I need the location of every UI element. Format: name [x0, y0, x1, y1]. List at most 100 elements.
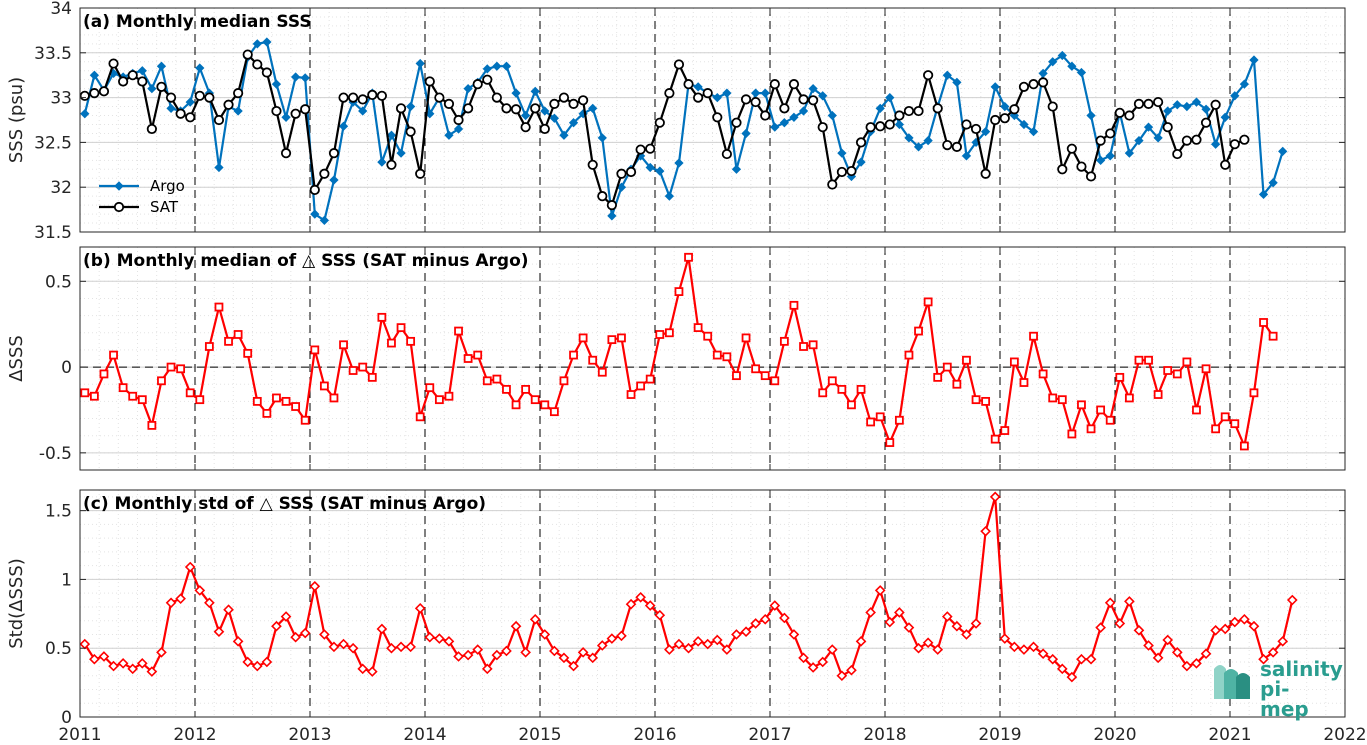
data-point — [291, 402, 301, 411]
data-point — [1047, 101, 1058, 112]
data-point — [636, 381, 646, 391]
data-point — [1239, 441, 1249, 451]
data-point — [722, 88, 732, 98]
data-point — [607, 211, 617, 221]
data-point — [1133, 98, 1145, 109]
data-point — [213, 626, 225, 638]
data-point — [1259, 318, 1268, 327]
data-point — [136, 658, 148, 669]
x-tick-label: 2015 — [518, 725, 561, 745]
data-point — [760, 371, 770, 381]
data-point — [376, 90, 387, 101]
data-point — [223, 99, 234, 110]
data-point — [185, 388, 195, 398]
data-point — [462, 649, 474, 661]
data-point — [539, 123, 550, 135]
data-point — [137, 66, 147, 76]
data-point — [568, 118, 579, 128]
data-point — [673, 59, 685, 70]
data-point — [1258, 189, 1269, 199]
data-point — [272, 393, 281, 403]
data-point — [923, 135, 933, 146]
data-point — [874, 585, 886, 596]
data-point — [520, 122, 531, 133]
x-tick-label: 2017 — [748, 725, 791, 745]
data-point — [875, 412, 885, 422]
data-point — [865, 607, 876, 618]
data-point — [1029, 331, 1038, 341]
data-point — [195, 395, 205, 405]
data-point — [855, 636, 867, 647]
data-point — [674, 158, 684, 168]
logo-line2: pi-mep — [1260, 677, 1309, 721]
data-point — [1018, 644, 1030, 655]
y-tick-label: 34 — [50, 0, 72, 19]
legend-marker-sat — [113, 201, 125, 213]
data-point — [626, 390, 636, 399]
data-point — [157, 376, 166, 386]
data-point — [300, 415, 310, 425]
data-point — [1162, 122, 1173, 133]
data-point — [549, 407, 559, 417]
data-point — [358, 362, 368, 372]
legend-label-argo: Argo — [150, 177, 185, 195]
data-point — [999, 633, 1011, 644]
data-point — [837, 148, 847, 158]
data-point — [1230, 91, 1240, 101]
y-axis-label: SSS (psu) — [6, 77, 27, 163]
data-point — [386, 159, 397, 170]
data-point — [1229, 139, 1240, 150]
data-point — [166, 103, 176, 113]
data-point — [137, 76, 148, 87]
data-point — [769, 79, 780, 90]
data-point — [1200, 648, 1212, 660]
data-point — [702, 88, 713, 99]
data-point — [597, 367, 607, 377]
data-point — [319, 168, 330, 179]
data-point — [644, 600, 656, 611]
panel-b: -0.5 0 0.5 (b) Monthly median of △ SSS (SAT… — [6, 246, 1346, 471]
data-point — [347, 642, 359, 654]
data-point — [1143, 640, 1154, 651]
data-point — [463, 354, 473, 363]
data-point — [80, 388, 90, 398]
data-point — [770, 122, 780, 132]
data-point — [367, 89, 378, 101]
data-point — [387, 338, 396, 348]
x-tick-label: 2018 — [863, 725, 906, 745]
data-point — [559, 376, 569, 386]
data-point — [875, 103, 885, 113]
data-point — [147, 84, 157, 94]
data-point — [98, 651, 110, 662]
data-point — [951, 620, 963, 632]
data-point — [309, 184, 320, 195]
data-point — [194, 90, 205, 101]
data-point — [894, 415, 904, 425]
data-point — [243, 348, 253, 358]
data-point — [1124, 110, 1135, 121]
y-tick-label: 0.5 — [45, 272, 72, 292]
data-point — [683, 642, 694, 654]
data-point — [1153, 133, 1163, 143]
data-point — [884, 119, 895, 130]
data-point — [252, 39, 262, 49]
legend: Argo SAT — [99, 177, 185, 216]
axes-box — [79, 7, 1346, 233]
legend-label-sat: SAT — [150, 198, 179, 216]
data-point — [769, 600, 781, 611]
data-point — [242, 656, 254, 668]
data-point — [693, 82, 703, 92]
data-point — [1124, 596, 1135, 607]
data-point — [1286, 594, 1298, 606]
data-point — [559, 130, 569, 140]
data-point — [539, 629, 551, 640]
x-tick-label: 2012 — [173, 725, 216, 745]
data-point — [759, 613, 771, 625]
data-point — [261, 67, 272, 78]
data-point — [1200, 117, 1212, 128]
data-point — [1047, 653, 1059, 665]
salinity-pimep-logo: salinity pi-mep — [1208, 655, 1343, 719]
data-point — [482, 74, 493, 85]
data-point — [310, 209, 320, 219]
data-point — [1267, 647, 1279, 658]
